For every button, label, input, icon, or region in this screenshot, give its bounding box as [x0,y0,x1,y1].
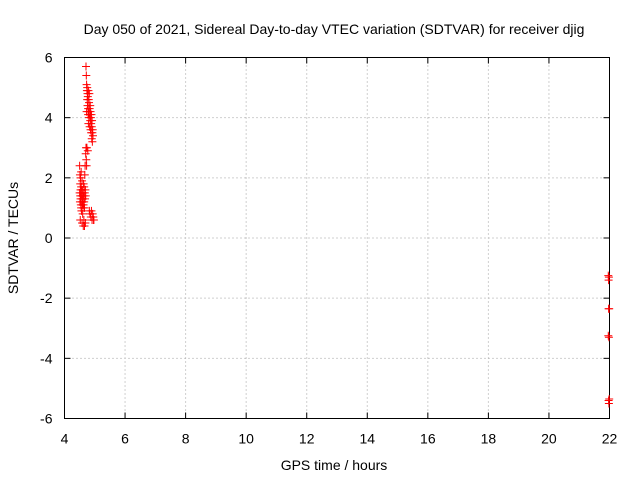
y-tick-label: -6 [40,411,53,427]
y-axis-label: SDTVAR / TECUs [5,182,21,294]
data-point [604,333,613,342]
axis-ticks [64,57,610,419]
data-point [81,191,90,200]
y-tick-label: 4 [45,110,53,126]
chart-title: Day 050 of 2021, Sidereal Day-to-day VTE… [84,21,585,37]
y-tick-labels: -6 -4 -2 0 2 4 6 [40,50,53,427]
data-point [89,215,98,224]
x-tick-label: 12 [299,431,315,447]
grid-lines [64,57,610,419]
data-points [75,62,614,408]
x-tick-label: 20 [541,431,557,447]
data-point [88,116,97,125]
data-point [88,131,97,140]
x-tick-label: 14 [359,431,375,447]
data-point [605,394,614,403]
data-point [80,203,89,212]
y-tick-label: 6 [45,50,53,66]
data-point [85,89,94,98]
data-point [81,218,90,227]
data-point [604,331,613,340]
data-point [83,146,92,155]
data-point [82,71,91,80]
data-point [82,161,91,170]
data-point [605,304,614,313]
data-point [604,273,613,282]
x-tick-label: 16 [420,431,436,447]
y-tick-label: 0 [45,230,53,246]
x-axis-label: GPS time / hours [281,457,388,473]
x-tick-label: 22 [602,431,618,447]
data-point [81,62,90,71]
x-tick-label: 6 [121,431,129,447]
y-tick-label: -4 [40,350,53,366]
x-tick-label: 10 [238,431,254,447]
data-point [87,110,96,119]
data-point [80,170,89,179]
y-tick-label: -2 [40,290,53,306]
data-point [88,137,97,146]
x-tick-label: 8 [182,431,190,447]
x-tick-labels: 4 6 8 10 12 14 16 18 20 22 [61,431,618,447]
y-tick-label: 2 [45,170,53,186]
x-tick-label: 4 [61,431,69,447]
x-tick-label: 18 [481,431,497,447]
